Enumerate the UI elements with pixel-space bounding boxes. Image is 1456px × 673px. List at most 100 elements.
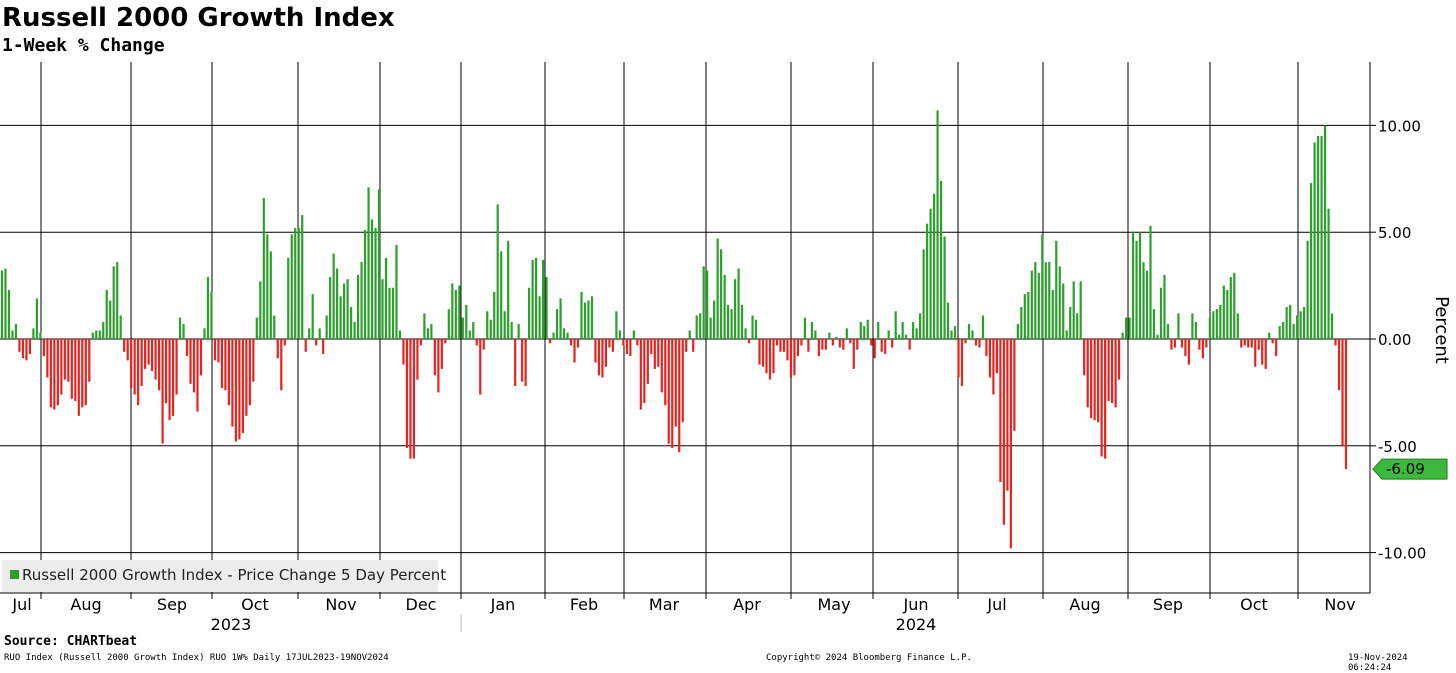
bar xyxy=(706,270,709,339)
bar xyxy=(137,339,140,406)
bar xyxy=(42,339,45,357)
bar xyxy=(1254,339,1257,367)
bar xyxy=(164,339,168,404)
bar xyxy=(1212,311,1215,339)
bar xyxy=(1034,262,1037,339)
bar xyxy=(18,339,21,352)
bar xyxy=(409,339,412,459)
year-label: 2024 xyxy=(896,615,937,634)
bar xyxy=(939,180,943,339)
bar xyxy=(650,339,653,354)
bar xyxy=(782,339,786,352)
bar xyxy=(971,330,974,339)
bar xyxy=(336,268,339,339)
bar xyxy=(608,339,611,348)
bar xyxy=(388,287,391,339)
bar xyxy=(259,281,262,339)
bar xyxy=(1149,225,1152,339)
bar xyxy=(1327,208,1330,339)
bar xyxy=(995,339,999,374)
bar xyxy=(1020,306,1023,339)
bar xyxy=(957,339,960,378)
bar xyxy=(1229,277,1232,339)
bar xyxy=(1156,334,1159,339)
source-note: Source: CHARTbeat xyxy=(4,634,138,649)
bar xyxy=(255,317,258,339)
bar xyxy=(98,330,101,339)
bar xyxy=(887,330,890,339)
x-tick-label: Aug xyxy=(70,595,101,614)
bar xyxy=(1180,339,1184,348)
bar xyxy=(423,313,426,339)
y-tick-label: -10.00 xyxy=(1378,545,1426,563)
bar xyxy=(1184,339,1187,357)
bar xyxy=(960,339,964,386)
bar xyxy=(130,339,133,389)
bar xyxy=(102,321,105,339)
bar xyxy=(294,227,297,339)
bar xyxy=(95,330,98,339)
bar xyxy=(88,339,91,382)
bar xyxy=(1044,262,1047,339)
bar xyxy=(402,339,405,365)
bar xyxy=(1065,330,1068,339)
last-value-tag xyxy=(1372,458,1448,480)
bar xyxy=(1023,294,1026,339)
bar xyxy=(168,339,171,421)
x-tick-label: Dec xyxy=(406,595,437,614)
bar xyxy=(988,339,992,378)
bar xyxy=(1069,306,1072,339)
bar xyxy=(569,339,573,346)
bar xyxy=(1114,339,1117,408)
bar xyxy=(1191,313,1194,339)
bar xyxy=(1083,339,1086,376)
legend-swatch xyxy=(10,570,19,579)
bar xyxy=(472,321,475,339)
bar xyxy=(178,317,182,339)
bar xyxy=(175,339,178,395)
bar xyxy=(192,339,196,393)
bar xyxy=(440,339,443,369)
bar xyxy=(1016,324,1019,339)
bar xyxy=(1306,240,1309,339)
bar xyxy=(391,287,395,339)
bar xyxy=(489,319,492,339)
bar xyxy=(1041,234,1044,339)
bar xyxy=(461,317,464,339)
bar xyxy=(510,321,513,339)
bar xyxy=(950,330,953,339)
chart-subtitle: 1-Week % Change xyxy=(2,35,165,56)
bar xyxy=(1128,317,1131,339)
bar xyxy=(692,339,695,352)
bar xyxy=(849,339,852,344)
bar xyxy=(377,189,381,339)
bar xyxy=(245,339,248,416)
bar xyxy=(0,270,4,339)
bar xyxy=(374,227,377,339)
bar xyxy=(898,334,901,339)
bar xyxy=(7,289,11,339)
bar xyxy=(433,339,436,376)
y-axis-label: Percent xyxy=(1431,296,1452,364)
bar xyxy=(1330,313,1334,339)
bar xyxy=(1055,240,1058,339)
bar xyxy=(67,339,70,382)
bar xyxy=(1131,232,1135,339)
bar xyxy=(199,339,203,376)
bar xyxy=(747,339,751,344)
bar xyxy=(447,309,450,339)
bars-layer xyxy=(0,110,1348,549)
bar xyxy=(210,292,213,339)
bar xyxy=(594,339,597,363)
bar xyxy=(681,339,684,423)
bar xyxy=(311,294,314,339)
bar xyxy=(765,339,768,374)
bar xyxy=(370,219,374,339)
bar xyxy=(39,332,42,339)
bar xyxy=(835,336,838,339)
bar xyxy=(1268,332,1271,339)
bar xyxy=(426,328,429,339)
x-tick-label: Aug xyxy=(1069,595,1100,614)
x-tick-label: Jul xyxy=(986,595,1006,614)
bar xyxy=(856,339,859,350)
